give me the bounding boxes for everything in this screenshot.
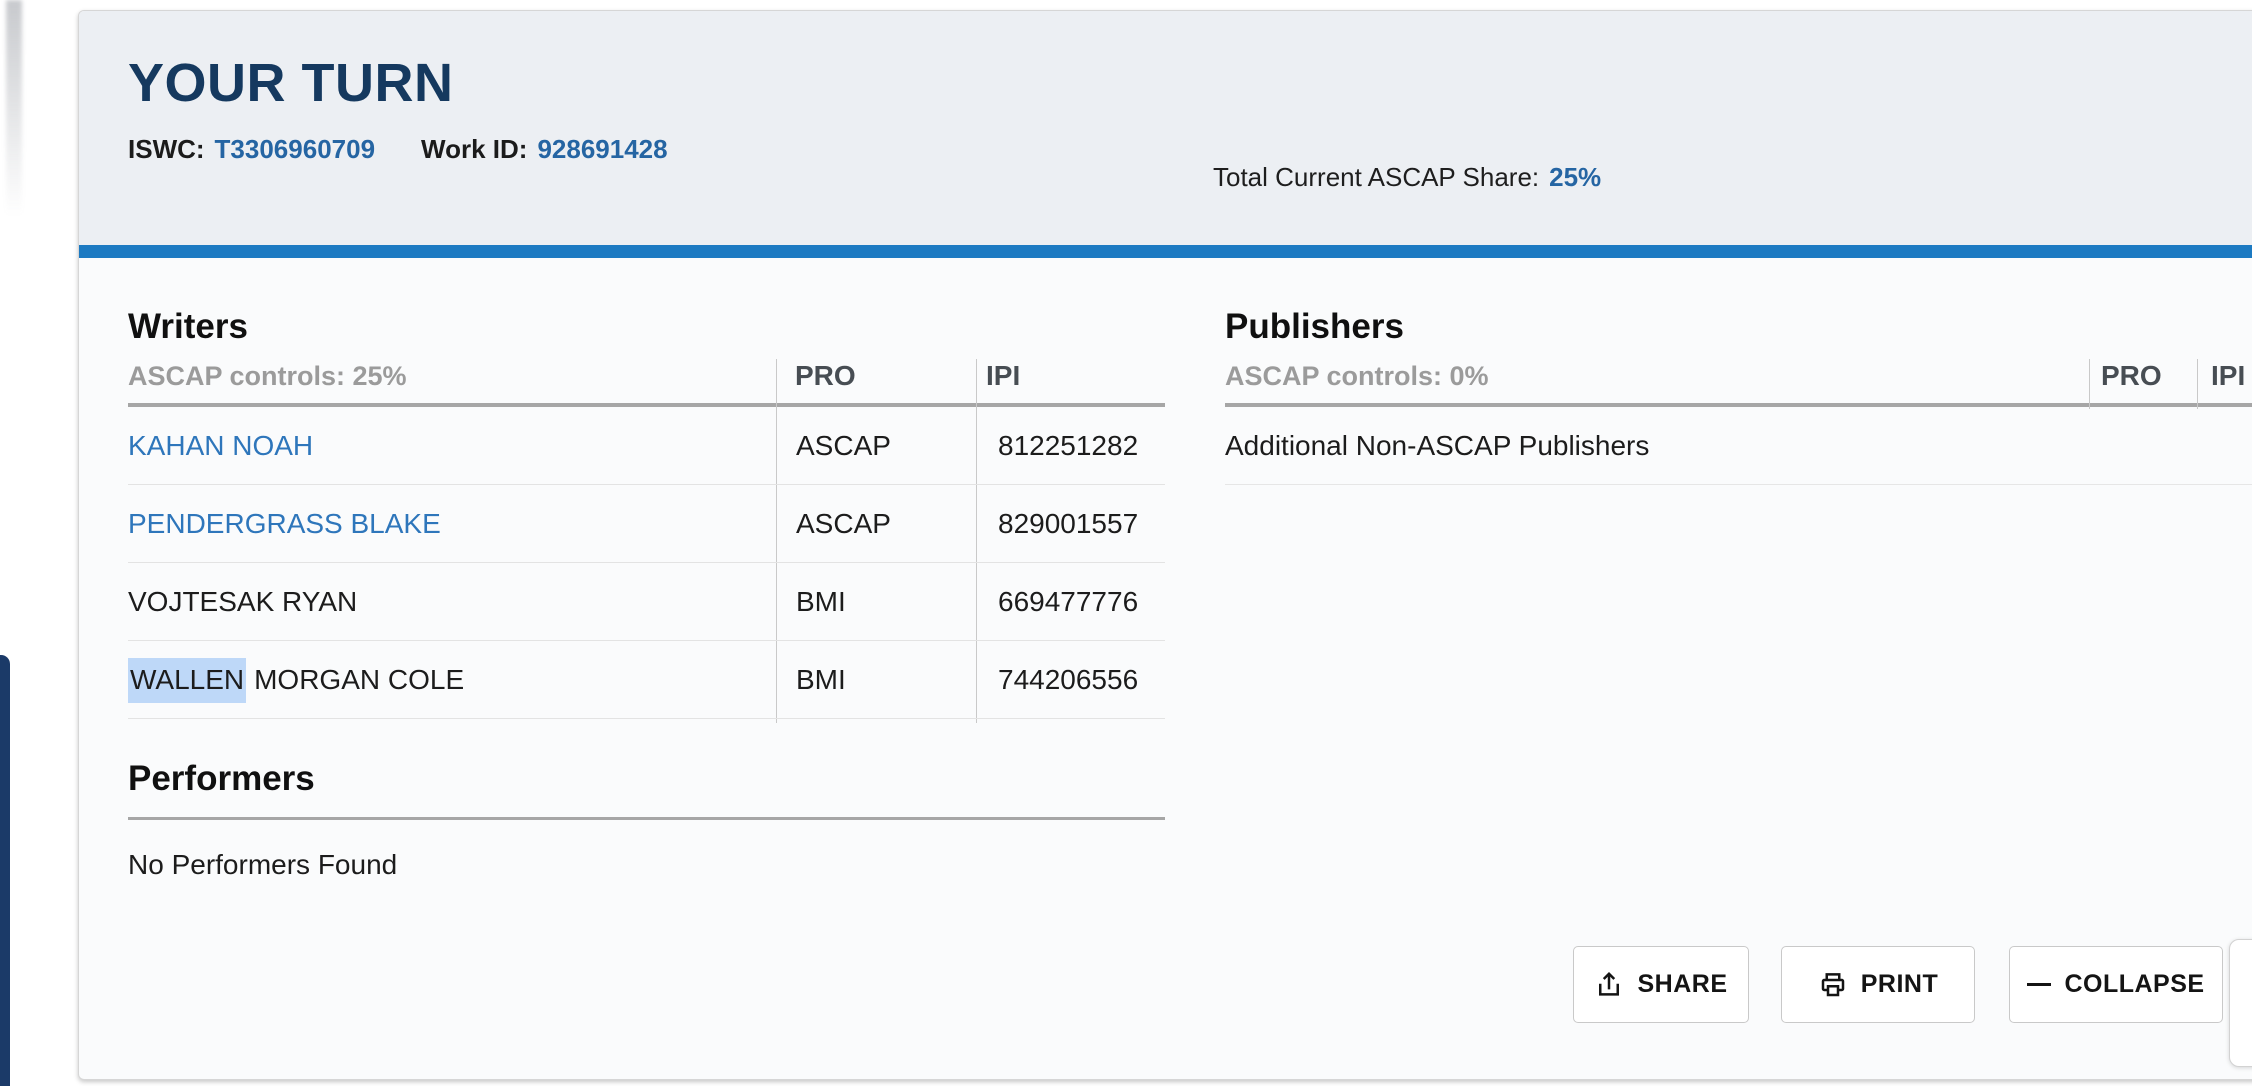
- writers-heading: Writers: [128, 307, 248, 346]
- share-icon: [1594, 970, 1624, 1000]
- total-ascap-share-label: Total Current ASCAP Share:: [1213, 162, 1540, 192]
- publishers-column-divider: [2197, 359, 2198, 409]
- collapse-button-label: COLLAPSE: [2064, 970, 2205, 998]
- writer-ipi: 829001557: [998, 508, 1139, 539]
- table-row: KAHAN NOAH ASCAP 812251282: [128, 407, 1165, 485]
- work-result-card: YOUR TURN ISWC: T3306960709 Work ID: 928…: [78, 10, 2252, 1080]
- adjacent-card-edge: [0, 655, 10, 1086]
- table-row: WALLEN MORGAN COLE BMI 744206556: [128, 641, 1165, 719]
- performers-empty-text: No Performers Found: [128, 849, 398, 880]
- table-row: Additional Non-ASCAP Publishers: [1225, 407, 2252, 485]
- writers-table: ASCAP controls: 25% PRO IPI KAHAN NOAH A…: [128, 347, 1165, 723]
- writer-pro: BMI: [796, 586, 846, 617]
- work-id-group: Work ID: 928691428: [421, 131, 668, 167]
- performers-heading: Performers: [128, 759, 315, 798]
- writers-table-header: ASCAP controls: 25% PRO IPI: [128, 347, 1165, 407]
- publishers-table: ASCAP controls: 0% PRO IPI Additional No…: [1225, 347, 2252, 485]
- work-id-label: Work ID:: [421, 134, 528, 164]
- publishers-heading: Publishers: [1225, 307, 1404, 346]
- collapse-button[interactable]: COLLAPSE: [2009, 946, 2223, 1023]
- writers-col-pro: PRO: [795, 360, 856, 391]
- table-row: PENDERGRASS BLAKE ASCAP 829001557: [128, 485, 1165, 563]
- writer-pro: ASCAP: [796, 508, 891, 539]
- iswc-group: ISWC: T3306960709: [128, 131, 375, 167]
- print-button-label: PRINT: [1860, 970, 1939, 998]
- total-ascap-share: Total Current ASCAP Share: 25%: [1213, 159, 1601, 195]
- publisher-name: Additional Non-ASCAP Publishers: [1225, 430, 1650, 461]
- work-id-value-link[interactable]: 928691428: [537, 134, 668, 164]
- header-accent-bar: [79, 245, 2252, 258]
- page-edge-shadow: [6, 0, 22, 235]
- writer-ipi: 744206556: [998, 664, 1139, 695]
- writer-pro: BMI: [796, 664, 846, 695]
- share-button-label: SHARE: [1637, 970, 1728, 998]
- writer-name-link[interactable]: PENDERGRASS BLAKE: [128, 508, 441, 539]
- iswc-label: ISWC:: [128, 134, 205, 164]
- minus-icon: [2027, 983, 2052, 986]
- publishers-col-pro: PRO: [2101, 360, 2162, 391]
- writers-col-ipi: IPI: [986, 360, 1021, 391]
- total-ascap-share-value: 25%: [1549, 162, 1602, 192]
- selected-text: WALLEN: [128, 658, 247, 703]
- publishers-col-ipi: IPI: [2211, 360, 2246, 391]
- writer-pro: ASCAP: [796, 430, 891, 461]
- writer-name-link[interactable]: KAHAN NOAH: [128, 430, 314, 461]
- printer-icon: [1818, 970, 1848, 1000]
- writers-ascap-controls: ASCAP controls: 25%: [128, 361, 407, 391]
- iswc-value-link[interactable]: T3306960709: [214, 134, 376, 164]
- writers-column-divider: [976, 359, 977, 723]
- table-row: VOJTESAK RYAN BMI 669477776: [128, 563, 1165, 641]
- writer-name: WALLEN MORGAN COLE: [128, 641, 464, 719]
- writer-name: VOJTESAK RYAN: [128, 586, 358, 617]
- publishers-column-divider: [2089, 359, 2090, 409]
- writer-ipi: 812251282: [998, 430, 1139, 461]
- writers-column-divider: [776, 359, 777, 723]
- publishers-table-header: ASCAP controls: 0% PRO IPI: [1225, 347, 2252, 407]
- work-header: YOUR TURN ISWC: T3306960709 Work ID: 928…: [79, 11, 2252, 245]
- work-title: YOUR TURN: [128, 53, 454, 113]
- publishers-ascap-controls: ASCAP controls: 0%: [1225, 361, 1489, 391]
- work-ids-row: ISWC: T3306960709 Work ID: 928691428: [128, 131, 668, 167]
- print-button[interactable]: PRINT: [1781, 946, 1975, 1023]
- writer-name-rest: MORGAN COLE: [254, 664, 465, 695]
- writer-ipi: 669477776: [998, 586, 1139, 617]
- performers-divider: [128, 817, 1165, 820]
- clipped-edge-button[interactable]: [2229, 939, 2252, 1067]
- share-button[interactable]: SHARE: [1573, 946, 1749, 1023]
